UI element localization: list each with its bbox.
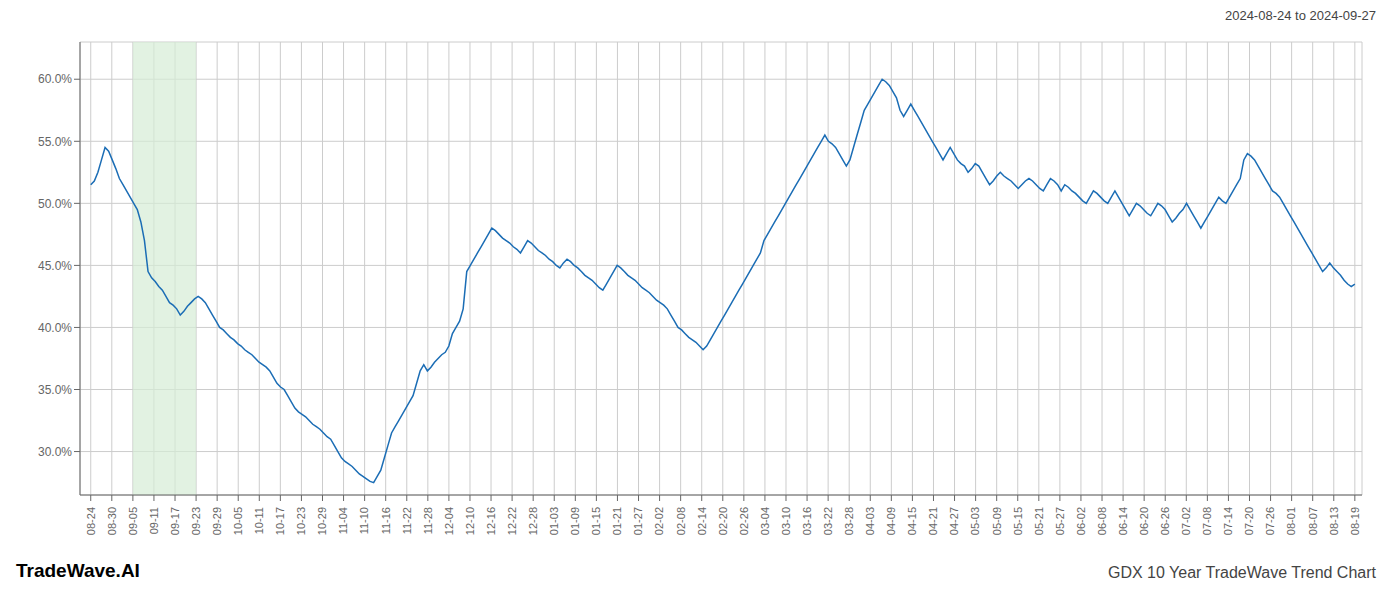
svg-text:10-17: 10-17 — [274, 507, 286, 535]
svg-text:02-02: 02-02 — [653, 507, 665, 535]
svg-text:06-26: 06-26 — [1159, 507, 1171, 535]
svg-text:08-13: 08-13 — [1328, 507, 1340, 535]
svg-text:12-22: 12-22 — [506, 507, 518, 535]
svg-text:01-15: 01-15 — [590, 507, 602, 535]
svg-text:07-02: 07-02 — [1180, 507, 1192, 535]
svg-text:05-15: 05-15 — [1012, 507, 1024, 535]
svg-text:11-10: 11-10 — [358, 507, 370, 534]
svg-text:02-14: 02-14 — [696, 507, 708, 535]
svg-text:06-20: 06-20 — [1138, 507, 1150, 535]
svg-text:07-26: 07-26 — [1264, 507, 1276, 535]
svg-text:01-09: 01-09 — [569, 507, 581, 535]
svg-text:03-28: 03-28 — [843, 507, 855, 535]
svg-text:35.0%: 35.0% — [38, 383, 72, 397]
svg-text:04-21: 04-21 — [927, 507, 939, 535]
html-text:TradeWave.AI: TradeWave.AI — [16, 560, 140, 581]
svg-text:04-15: 04-15 — [906, 507, 918, 535]
svg-text:08-24: 08-24 — [85, 507, 97, 535]
svg-text:07-14: 07-14 — [1222, 507, 1234, 535]
svg-text:11-22: 11-22 — [401, 507, 413, 534]
svg-text:11-28: 11-28 — [422, 507, 434, 534]
svg-text:45.0%: 45.0% — [38, 259, 72, 273]
svg-text:09-17: 09-17 — [169, 507, 181, 535]
svg-text:03-04: 03-04 — [759, 507, 771, 535]
svg-text:10-29: 10-29 — [316, 507, 328, 535]
svg-text:09-29: 09-29 — [211, 507, 223, 535]
svg-text:09-05: 09-05 — [127, 507, 139, 535]
svg-text:04-09: 04-09 — [885, 507, 897, 535]
svg-text:05-03: 05-03 — [969, 507, 981, 535]
svg-text:08-01: 08-01 — [1285, 507, 1297, 535]
svg-text:12-10: 12-10 — [464, 507, 476, 535]
svg-text:08-07: 08-07 — [1307, 507, 1319, 535]
svg-text:06-08: 06-08 — [1096, 507, 1108, 535]
svg-text:08-19: 08-19 — [1349, 507, 1361, 535]
svg-text:10-05: 10-05 — [232, 507, 244, 535]
svg-text:05-21: 05-21 — [1033, 507, 1045, 535]
svg-text:06-14: 06-14 — [1117, 507, 1129, 535]
svg-text:50.0%: 50.0% — [38, 197, 72, 211]
svg-text:07-20: 07-20 — [1243, 507, 1255, 535]
svg-text:05-27: 05-27 — [1054, 507, 1066, 535]
svg-text:09-11: 09-11 — [148, 507, 160, 534]
svg-text:10-23: 10-23 — [295, 507, 307, 535]
svg-text:02-08: 02-08 — [675, 507, 687, 535]
svg-text:10-11: 10-11 — [253, 507, 265, 534]
svg-text:04-03: 04-03 — [864, 507, 876, 535]
svg-text:12-04: 12-04 — [443, 507, 455, 535]
svg-text:03-16: 03-16 — [801, 507, 813, 535]
svg-text:09-23: 09-23 — [190, 507, 202, 535]
svg-text:11-04: 11-04 — [337, 507, 349, 534]
svg-text:60.0%: 60.0% — [38, 72, 72, 86]
svg-text:01-03: 01-03 — [548, 507, 560, 535]
svg-text:30.0%: 30.0% — [38, 445, 72, 459]
svg-text:11-16: 11-16 — [380, 507, 392, 534]
svg-text:07-08: 07-08 — [1201, 507, 1213, 535]
html-text:GDX 10 Year TradeWave Trend Ch: GDX 10 Year TradeWave Trend Chart — [1108, 564, 1376, 581]
svg-text:12-16: 12-16 — [485, 507, 497, 535]
svg-text:40.0%: 40.0% — [38, 321, 72, 335]
svg-text:02-20: 02-20 — [717, 507, 729, 535]
html-text:2024-08-24 to 2024-09-27: 2024-08-24 to 2024-09-27 — [1224, 8, 1376, 23]
svg-text:12-28: 12-28 — [527, 507, 539, 535]
svg-text:06-02: 06-02 — [1075, 507, 1087, 535]
svg-text:05-09: 05-09 — [991, 507, 1003, 535]
svg-text:01-27: 01-27 — [632, 507, 644, 535]
svg-text:03-22: 03-22 — [822, 507, 834, 535]
svg-text:08-30: 08-30 — [106, 507, 118, 535]
svg-text:01-21: 01-21 — [611, 507, 623, 535]
svg-text:55.0%: 55.0% — [38, 135, 72, 149]
svg-text:03-10: 03-10 — [780, 507, 792, 535]
svg-text:02-26: 02-26 — [738, 507, 750, 535]
svg-text:04-27: 04-27 — [948, 507, 960, 535]
